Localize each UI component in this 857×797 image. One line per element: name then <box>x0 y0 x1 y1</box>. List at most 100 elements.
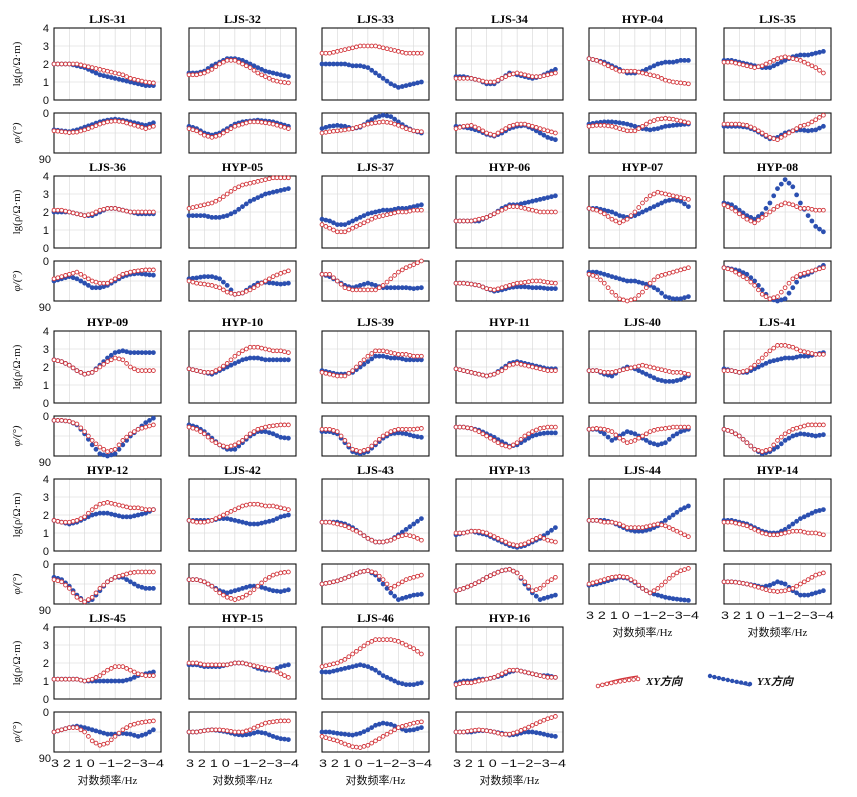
phase-axis-label: φ/(°) <box>11 122 23 143</box>
rho-xy-point <box>373 637 378 642</box>
phase-xy-point <box>131 721 137 727</box>
station-panel: HYP-13 <box>453 463 564 605</box>
rho-xy-point <box>499 368 505 373</box>
rho-yx-point <box>361 213 367 218</box>
phase-xy-point <box>682 266 687 272</box>
phase-xy-point <box>643 121 649 127</box>
phase-xy-point <box>775 294 780 299</box>
rho-xy-point <box>666 192 672 198</box>
phase-yx-point <box>388 590 394 596</box>
phase-xy-point <box>621 127 626 133</box>
rho-xy-point <box>748 365 754 371</box>
phase-xy-point <box>484 728 489 734</box>
phase-xy-point <box>472 124 478 130</box>
phase-yx-point <box>282 281 287 287</box>
phase-xy-point <box>759 291 765 297</box>
phase-yx-point <box>805 432 811 438</box>
phase-yx-point <box>628 278 634 284</box>
phase-yx-point <box>663 294 668 299</box>
phase-xy-point <box>147 125 152 130</box>
rho-xy-point <box>201 370 207 375</box>
phase-yx-point <box>533 593 539 599</box>
phase-xy-point <box>407 721 413 727</box>
phase-xy-point <box>549 280 554 286</box>
rho-xy-point <box>686 534 691 539</box>
rho-xy-point <box>530 207 535 213</box>
phase-xy-point <box>255 426 261 432</box>
rho-xy-point <box>78 62 84 68</box>
phase-xy-point <box>101 582 107 588</box>
phase-xy-point <box>228 290 234 296</box>
phase-xy-point <box>82 599 87 605</box>
phase-xy-point <box>151 422 156 428</box>
rho-xy-point <box>767 209 773 215</box>
phase-xy-point <box>151 718 156 724</box>
phase-xy-point <box>510 122 516 128</box>
phase-xy-point <box>232 597 238 602</box>
rho-xy-point <box>778 531 784 537</box>
phase-xy-point <box>651 277 657 283</box>
phase-xy-point <box>396 269 401 275</box>
rho-yx-point <box>384 675 390 680</box>
rho-xy-point <box>461 530 466 536</box>
phase-xy-point <box>522 433 528 439</box>
phase-xy-point <box>786 587 792 592</box>
phase-xy-point <box>674 268 680 274</box>
phase-yx-point <box>217 276 222 282</box>
rho-xy-point <box>105 206 110 211</box>
phase-xy-point <box>476 429 482 434</box>
phase-xy-point <box>663 271 668 277</box>
phase-xy-point <box>491 287 497 293</box>
phase-yx-point <box>594 269 599 275</box>
rho-yx-point <box>418 516 424 521</box>
phase-xy-point <box>586 123 592 129</box>
rho-xy-point <box>628 365 634 371</box>
rho-xy-point <box>628 525 634 530</box>
rho-yx-point <box>224 213 230 218</box>
phase-xy-point <box>365 446 371 452</box>
rho-xy-point <box>224 662 230 668</box>
rho-xy-point <box>403 209 409 215</box>
phase-xy-point <box>266 121 272 126</box>
phase-xy-point <box>590 580 596 586</box>
rho-xy-point <box>613 218 619 224</box>
phase-yx-point <box>418 285 424 291</box>
rho-xy-point <box>147 673 152 678</box>
phase-yx-point <box>530 729 535 735</box>
phase-xy-point <box>503 126 509 131</box>
rho-plot-frame <box>588 175 697 249</box>
rho-yx-point <box>259 193 264 199</box>
phase-xy-point <box>533 278 539 284</box>
phase-xy-point <box>147 718 152 724</box>
rho-xy-point <box>282 80 287 85</box>
phase-xy-point <box>334 738 340 744</box>
phase-xy-point <box>274 718 280 724</box>
freq-axis-label: 对数频率/Hz <box>480 773 540 787</box>
phase-xy-point <box>725 121 731 127</box>
rho-xy-point <box>236 184 242 190</box>
phase-xy-point <box>798 123 803 129</box>
rho-yx-point <box>821 49 826 54</box>
rho-xy-point <box>465 218 470 224</box>
phase-xy-point <box>274 422 280 428</box>
phase-xy-point <box>533 721 539 726</box>
rho-xy-point <box>549 209 554 215</box>
phase-yx-point <box>147 417 152 423</box>
rho-xy-point <box>327 371 332 377</box>
rho-yx-point <box>342 61 348 67</box>
phase-xy-point <box>663 579 668 585</box>
phase-tick-label: 0 <box>43 108 49 120</box>
phase-xy-point <box>266 424 272 429</box>
rho-xy-point <box>217 366 222 372</box>
station-panel: HYP-05 <box>186 160 297 302</box>
phase-xy-point <box>139 569 145 575</box>
rho-tick-label: 0 <box>43 243 49 255</box>
phase-xy-point <box>66 586 72 591</box>
rho-xy-point <box>135 671 141 677</box>
rho-xy-point <box>251 67 257 73</box>
rho-xy-point <box>786 343 792 349</box>
rho-xy-point <box>488 372 493 378</box>
rho-xy-point <box>286 80 291 86</box>
